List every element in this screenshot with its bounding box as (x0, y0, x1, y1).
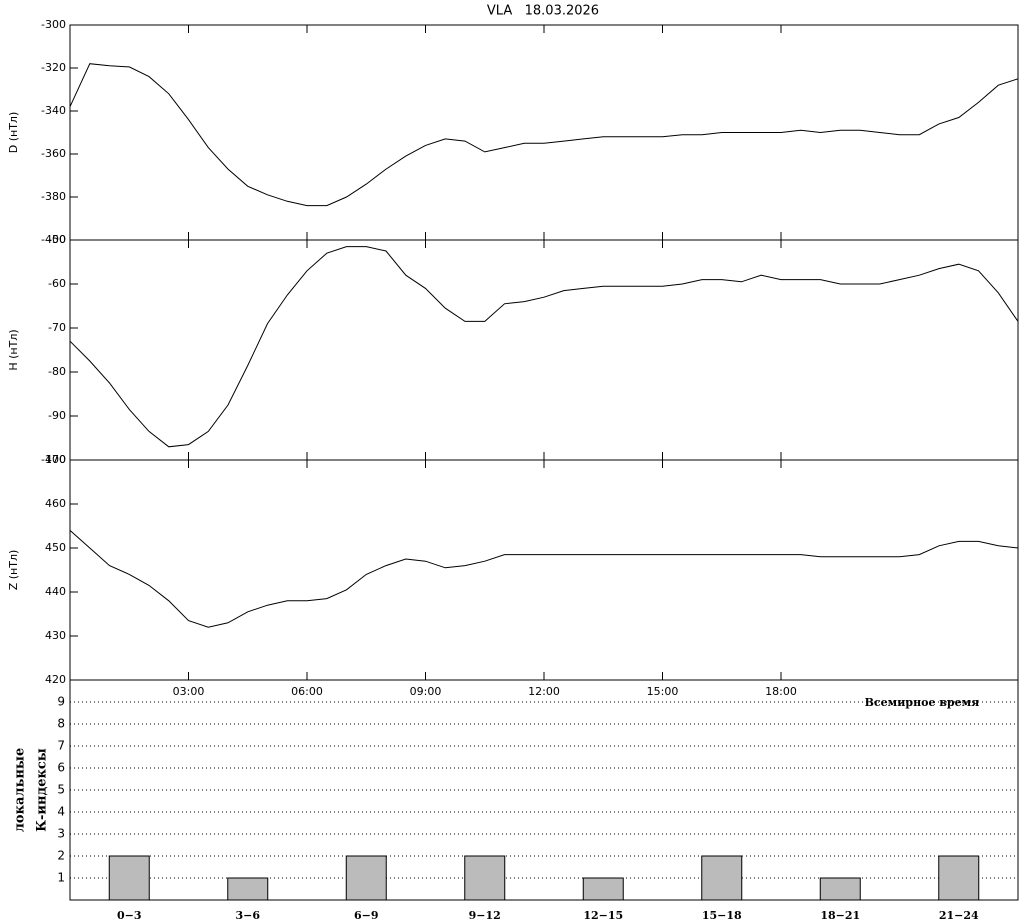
y-axis-label: локальные (13, 748, 28, 832)
chart-title: VLA 18.03.2026 (487, 4, 599, 19)
bar (345, 855, 387, 901)
bar (227, 877, 269, 901)
y-tick-label: -320 (41, 61, 66, 74)
y-tick-label: -360 (41, 147, 66, 160)
y-tick-label: 440 (45, 585, 66, 598)
y-tick-label: 430 (45, 629, 66, 642)
y-tick-label: -60 (48, 277, 66, 290)
y-tick-label: -380 (41, 190, 66, 203)
y-tick-label: -100 (41, 453, 66, 466)
y-axis-label: H (нТл) (7, 329, 20, 370)
y-tick-label: -80 (48, 365, 66, 378)
y-axis-label: Z (нТл) (7, 550, 20, 591)
bar (464, 855, 506, 901)
y-axis-label: К-индексы (35, 748, 50, 832)
y-tick-label: 9 (57, 695, 65, 709)
bar (108, 855, 150, 901)
panel-frame (69, 679, 1019, 901)
data-line (69, 530, 1019, 628)
y-tick-label: -340 (41, 104, 66, 117)
x-tick-label: 15−18 (702, 909, 742, 921)
x-tick-label: 18−21 (820, 909, 860, 921)
bar (938, 855, 980, 901)
y-tick-label: 2 (57, 849, 65, 863)
y-tick-label: -400 (41, 233, 66, 246)
x-tick-label: 21−24 (939, 909, 979, 921)
y-tick-label: 5 (57, 783, 65, 797)
x-tick-label: 9−12 (469, 909, 501, 921)
y-tick-label: 460 (45, 497, 66, 510)
y-tick-label: 6 (57, 761, 65, 775)
y-axis-label: D (нТл) (7, 112, 20, 154)
y-tick-label: 470 (45, 453, 66, 466)
bar (701, 855, 743, 901)
x-tick-label: 15:00 (647, 685, 679, 698)
y-tick-label: 8 (57, 717, 65, 731)
y-tick-label: 1 (57, 871, 65, 885)
y-tick-label: 7 (57, 739, 65, 753)
y-tick-label: -70 (48, 321, 66, 334)
data-line (69, 246, 1019, 448)
panel-frame (69, 459, 1019, 681)
x-tick-label: 06:00 (291, 685, 323, 698)
bar (582, 877, 624, 901)
bar (819, 877, 861, 901)
y-tick-label: -50 (48, 233, 66, 246)
x-tick-label: 3−6 (235, 909, 260, 921)
y-tick-label: 420 (45, 673, 66, 686)
x-tick-label: 0−3 (117, 909, 142, 921)
x-tick-label: 6−9 (354, 909, 379, 921)
y-tick-label: 3 (57, 827, 65, 841)
x-tick-label: 12−15 (583, 909, 623, 921)
x-tick-label: 03:00 (173, 685, 205, 698)
x-tick-label: 09:00 (410, 685, 442, 698)
x-tick-label: 12:00 (528, 685, 560, 698)
x-tick-label: 18:00 (765, 685, 797, 698)
y-tick-label: 450 (45, 541, 66, 554)
data-line (69, 63, 1019, 207)
y-tick-label: 4 (57, 805, 65, 819)
y-tick-label: -90 (48, 409, 66, 422)
y-tick-label: -300 (41, 18, 66, 31)
